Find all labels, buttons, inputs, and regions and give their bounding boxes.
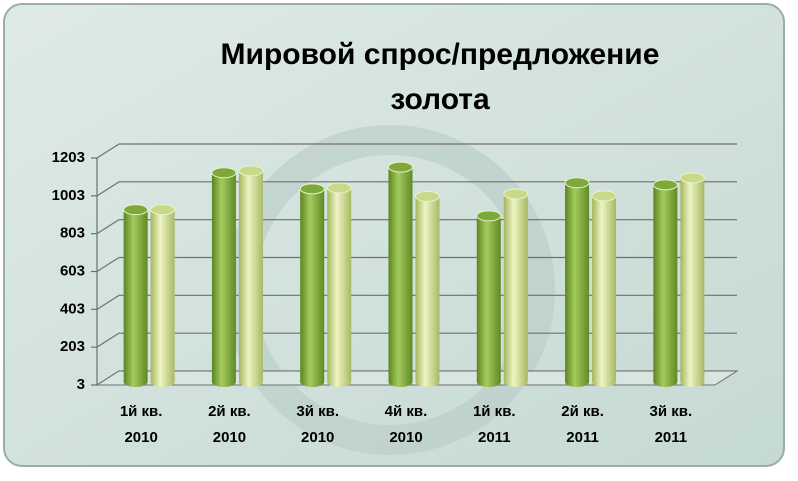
x-tick-label: 2010 [213, 429, 246, 446]
x-tick-label: 2011 [478, 429, 511, 446]
bar-base [211, 377, 236, 387]
bar-top [299, 183, 325, 195]
x-tick-label: 2й кв. [561, 403, 604, 420]
plot: 3 203 403 603 803 1003 1203 1й кв. 2010 2й кв. 201… [52, 143, 739, 446]
bar-top [652, 179, 678, 191]
chart-title: золота [390, 83, 490, 116]
bar-base [476, 377, 501, 387]
bar-top [591, 190, 617, 202]
bar [238, 170, 263, 382]
bar-base [503, 377, 528, 387]
bar [503, 193, 528, 382]
bar [476, 215, 501, 382]
bar [592, 195, 617, 382]
bar [150, 209, 175, 382]
x-tick-label: 2010 [389, 429, 422, 446]
bar-top [564, 177, 590, 189]
x-tick-label: 4й кв. [385, 403, 428, 420]
grid-line [96, 256, 120, 273]
x-tick-label: 2011 [566, 429, 599, 446]
bar-base [653, 377, 678, 387]
grid-line [96, 143, 120, 159]
bar-top [211, 167, 237, 179]
grid-line [96, 294, 120, 310]
bar-base [680, 377, 705, 387]
grid-line [96, 219, 120, 235]
x-tick-label: 2010 [301, 429, 334, 446]
x-tick-label: 2010 [124, 429, 157, 446]
bar-top [123, 204, 149, 216]
x-tick-label: 3й кв. [296, 403, 339, 420]
x-tick-label: 1й кв. [120, 403, 163, 420]
grid-line [96, 332, 120, 348]
bar-base [123, 377, 148, 387]
bar [123, 209, 148, 382]
bar [653, 184, 678, 382]
bar-base [388, 377, 413, 387]
bar-top [415, 190, 440, 202]
bar-top [503, 188, 529, 200]
bar [327, 187, 352, 382]
y-tick-label: 3 [77, 376, 85, 393]
bar [415, 196, 440, 382]
bar-base [300, 377, 325, 387]
y-tick-label: 203 [60, 338, 85, 355]
bar-base [415, 377, 440, 387]
bar-base [150, 377, 175, 387]
y-tick-label: 1203 [52, 149, 85, 166]
bar [565, 182, 590, 382]
y-tick-label: 603 [60, 262, 85, 279]
bar-top [238, 165, 264, 177]
bar [680, 177, 705, 382]
x-tick-label: 3й кв. [650, 403, 693, 420]
bar-base [592, 377, 617, 387]
y-tick-label: 803 [60, 225, 85, 242]
x-tick-label: 1й кв. [473, 403, 516, 420]
y-tick-label: 403 [60, 300, 85, 317]
grid-line [96, 181, 120, 197]
x-tick-label: 2011 [655, 429, 688, 446]
bar-base [327, 377, 352, 387]
bar-top [326, 182, 352, 194]
bar-top [476, 210, 502, 222]
bar-base [565, 377, 590, 387]
bar-base [238, 377, 263, 387]
y-tick-label: 1003 [52, 187, 85, 204]
bar-top [679, 172, 705, 184]
bar [388, 167, 413, 382]
x-tick-label: 2й кв. [208, 403, 251, 420]
bar [300, 188, 325, 382]
bar-top [150, 204, 176, 216]
bar-top [388, 161, 413, 173]
bar [211, 172, 236, 382]
chart-title: Мировой спрос/предложение [221, 38, 660, 71]
